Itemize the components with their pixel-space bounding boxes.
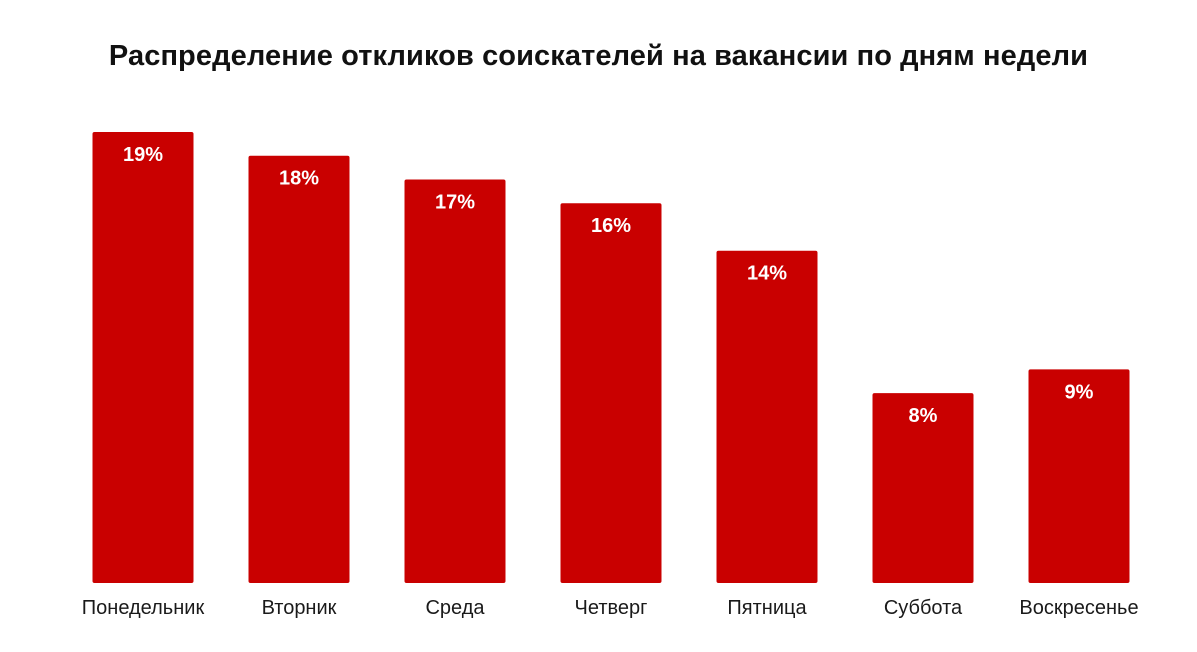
category-label: Суббота [884,597,963,619]
bar-1 [92,132,194,583]
bar-value-label: 19% [123,144,163,166]
bar-6 [872,393,974,583]
category-label: Среда [425,597,485,619]
category-label: Воскресенье [1019,597,1138,619]
bar-value-label: 16% [591,215,631,237]
bar-3 [404,179,506,583]
bar-value-label: 14% [747,263,787,285]
category-label: Четверг [575,597,648,619]
chart-title: Распределение откликов соискателей на ва… [108,40,1089,72]
bars-group [92,132,1130,583]
category-label: Вторник [262,597,337,619]
category-label: Пятница [727,597,807,619]
bar-value-label: 17% [435,192,475,214]
category-labels-group: Понедельник Вторник Среда Четверг Пятница Суб… [82,597,1139,619]
bar-value-label: 18% [279,168,319,190]
bar-7 [1028,369,1130,583]
bar-value-label: 9% [1065,381,1094,403]
category-label: Понедельник [82,597,205,619]
bar-2 [248,155,350,583]
bar-4 [560,203,662,583]
bar-5 [716,250,818,583]
bar-value-label: 8% [909,405,938,427]
value-labels-group: 19% 18% 17% 16% 14% 8% 9% [123,144,1094,427]
